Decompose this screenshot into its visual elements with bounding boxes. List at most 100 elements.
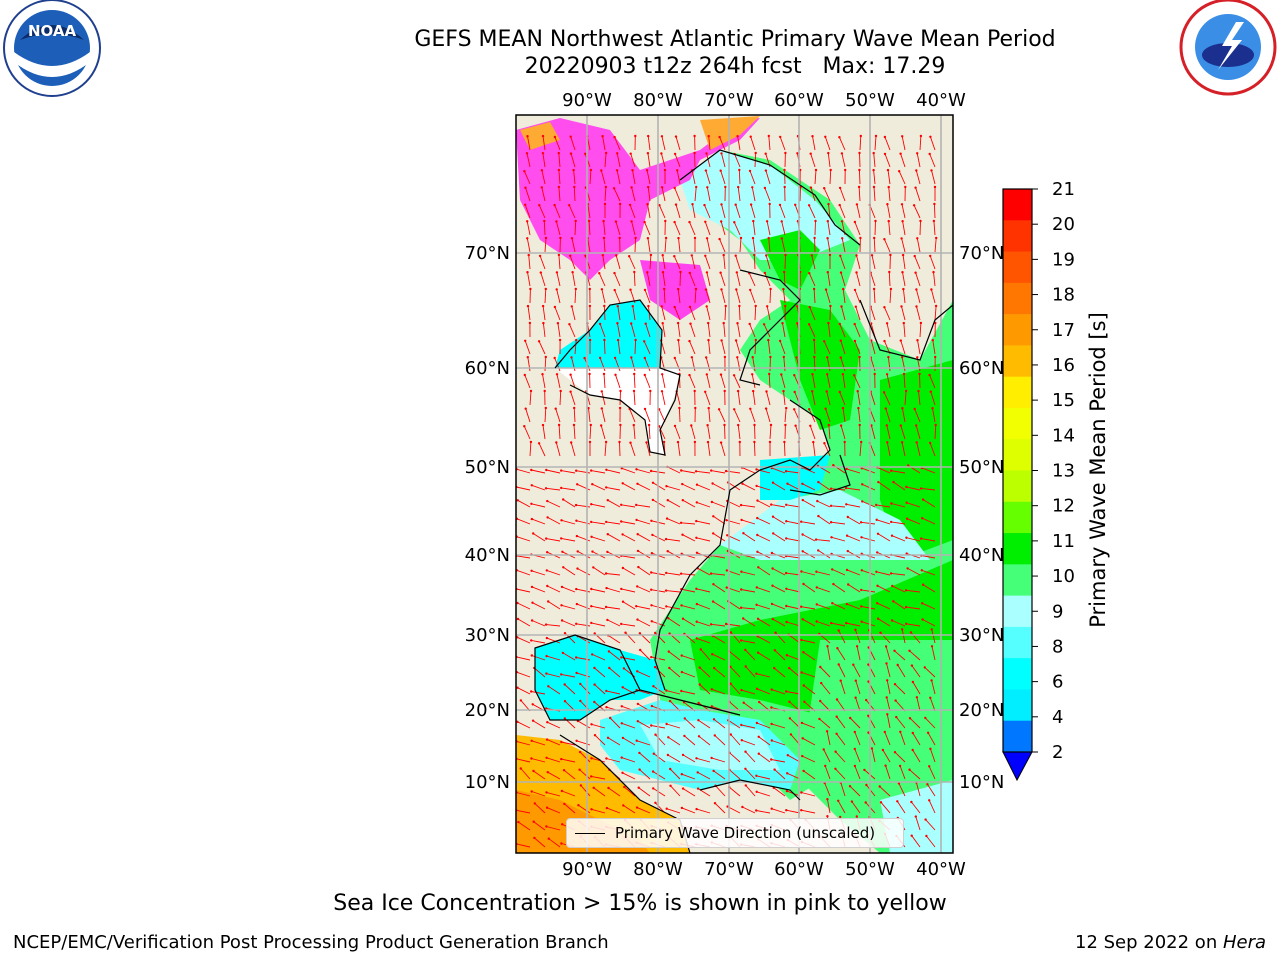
wave-arrow <box>674 221 681 236</box>
wave-arrow <box>856 272 861 287</box>
wave-arrow <box>547 771 561 780</box>
wave-arrow-head <box>785 537 788 540</box>
wave-arrow-head <box>530 654 533 657</box>
wave-arrow-head <box>870 424 873 427</box>
wave-arrow-head <box>674 135 678 138</box>
wave-arrow <box>871 255 876 270</box>
wave-arrow <box>906 589 921 593</box>
wave-arrow-head <box>645 169 649 172</box>
wave-arrow <box>606 469 621 474</box>
lat-label-left: 20°N <box>465 700 510 721</box>
wave-arrow-head <box>843 440 846 444</box>
wave-arrow-head <box>722 321 725 325</box>
wave-arrow-head <box>753 423 756 427</box>
wave-arrow-head <box>783 270 786 274</box>
wave-arrow-head <box>607 650 611 653</box>
wave-arrow-head <box>720 220 723 223</box>
wave-arrow-head <box>860 536 863 539</box>
wave-arrow-head <box>680 773 683 776</box>
wave-arrow <box>678 238 681 253</box>
wave-arrow-head <box>635 468 638 471</box>
wave-arrow <box>616 153 621 168</box>
wave-arrow-head <box>883 306 886 309</box>
wave-arrow <box>814 169 817 185</box>
wave-arrow <box>696 470 711 474</box>
wave-arrow <box>849 717 861 729</box>
chart-subtitle: 20220903 t12z 264h fcst Max: 17.29 <box>524 54 946 79</box>
wave-arrow <box>658 205 666 219</box>
wave-arrow <box>757 652 771 661</box>
wave-arrow <box>728 786 741 797</box>
wave-arrow-head <box>785 654 789 657</box>
wave-arrow <box>758 736 771 746</box>
wave-arrow-head <box>724 469 728 473</box>
wave-arrow <box>546 826 561 831</box>
colorbar-tick-label: 18 <box>1052 285 1075 306</box>
wave-arrow <box>901 306 906 321</box>
wave-arrow-head <box>875 518 878 521</box>
wave-arrow-head <box>778 339 782 343</box>
lon-label-bottom: 40°W <box>916 859 966 880</box>
wave-arrow-head <box>598 322 602 326</box>
wave-arrow-head <box>717 408 721 411</box>
wave-arrow <box>876 571 891 576</box>
wave-arrow-head <box>769 287 772 291</box>
wave-arrow-head <box>930 645 934 648</box>
wave-arrow-head <box>901 271 904 274</box>
wave-arrow-head <box>677 338 680 342</box>
wave-arrow <box>548 838 561 848</box>
wave-arrow-head <box>571 271 574 274</box>
wave-arrow-head <box>784 571 788 575</box>
wave-arrow <box>634 339 637 355</box>
wave-arrow <box>721 340 726 355</box>
wave-arrow-head <box>757 566 760 569</box>
wave-arrow <box>839 323 846 338</box>
wave-arrow <box>738 305 741 321</box>
wave-arrow <box>606 690 621 695</box>
wave-arrow <box>922 517 936 525</box>
wave-arrow-head <box>774 631 777 634</box>
wave-arrow-head <box>631 305 634 308</box>
wave-arrow-head <box>911 731 914 735</box>
wave-arrow <box>668 651 681 661</box>
wave-arrow <box>544 407 547 423</box>
wave-arrow-head <box>744 750 747 753</box>
wave-arrow <box>539 255 546 270</box>
wave-arrow <box>548 685 561 695</box>
wave-arrow <box>691 255 696 270</box>
wave-arrow <box>774 649 786 661</box>
wave-arrow-head <box>618 440 621 444</box>
wave-arrow-head <box>525 152 529 155</box>
wave-arrow-head <box>889 253 892 257</box>
wave-arrow-head <box>569 254 572 257</box>
wave-arrow <box>854 289 861 304</box>
wave-arrow-head <box>530 569 533 572</box>
wave-arrow <box>711 573 726 576</box>
wave-arrow-head <box>540 186 543 189</box>
wave-arrow-head <box>765 254 768 257</box>
wave-arrow <box>898 783 906 797</box>
wave-arrow-head <box>546 516 549 519</box>
wave-arrow-head <box>540 169 544 172</box>
wave-arrow-head <box>740 688 743 692</box>
wave-arrow-head <box>886 441 889 444</box>
wave-arrow <box>810 153 816 168</box>
wave-arrow-head <box>848 785 852 788</box>
wave-arrow-head <box>704 288 708 291</box>
wave-arrow-head <box>882 391 886 394</box>
wave-arrow <box>901 238 906 253</box>
wave-arrow-head <box>574 287 577 291</box>
wave-arrow-head <box>844 168 847 172</box>
wave-arrow <box>901 442 906 457</box>
wave-arrow <box>711 757 726 763</box>
wave-arrow-head <box>859 134 862 138</box>
wave-arrow-head <box>719 441 723 444</box>
wave-arrow <box>817 500 831 508</box>
wave-arrow-head <box>621 566 625 570</box>
wave-arrow-head <box>744 648 747 652</box>
wave-arrow-head <box>876 584 879 587</box>
wave-arrow <box>736 272 741 287</box>
wave-arrow <box>831 505 846 508</box>
wave-arrow-head <box>573 406 576 410</box>
wave-arrow-head <box>729 631 733 634</box>
